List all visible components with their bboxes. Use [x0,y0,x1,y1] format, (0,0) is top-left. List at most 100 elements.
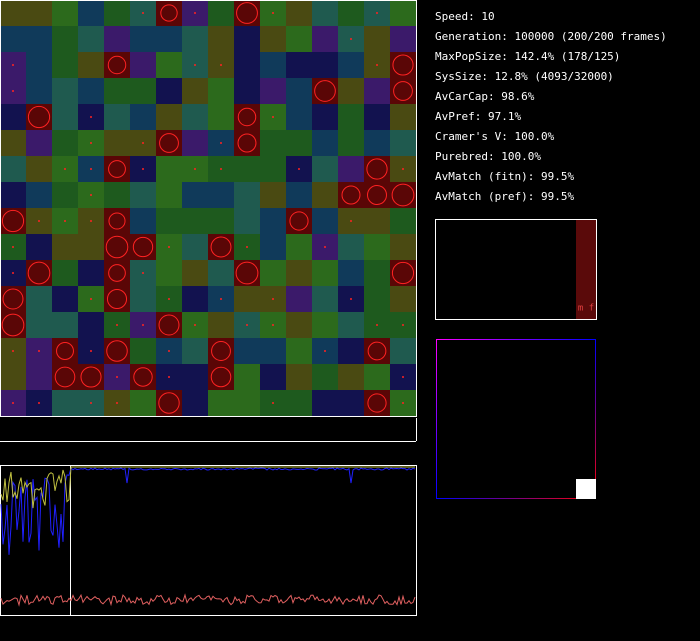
agent-dot [350,220,352,222]
cell [364,130,390,156]
agent-dot [12,246,14,248]
agent-dot [194,168,196,170]
cell [234,156,260,182]
cell [312,0,338,26]
agent [210,366,232,388]
cell [26,0,52,26]
cell [52,182,78,208]
cell [364,208,390,234]
cell [234,208,260,234]
agent [289,211,309,231]
cell [390,0,416,26]
agent [133,367,153,387]
cell [312,52,338,78]
agent-dot [90,220,92,222]
cell [312,364,338,390]
cell [156,156,182,182]
grid-border [0,0,417,417]
stat-line: MaxPopSize: 142.4% (178/125) [435,50,620,63]
stat-line: Speed: 10 [435,10,495,23]
agent-dot [350,298,352,300]
cell [156,0,182,26]
agent-dot [116,402,118,404]
cell [286,26,312,52]
agent-dot [142,12,144,14]
cell [52,234,78,260]
cell [234,260,260,286]
agent-dot [90,142,92,144]
cell [260,130,286,156]
agent-dot [402,324,404,326]
cell [130,208,156,234]
pref-cell [576,479,596,499]
cell [286,312,312,338]
agent-dot [90,298,92,300]
cell [208,364,234,390]
cell [390,130,416,156]
cell [104,182,130,208]
cell [208,234,234,260]
cell [338,390,364,416]
plot-lines [0,466,416,607]
agent [237,107,257,127]
cell [26,52,52,78]
cell [312,104,338,130]
cell [364,286,390,312]
cell [52,286,78,312]
cell [260,260,286,286]
agent-dot [272,12,274,14]
cell [52,364,78,390]
cell [312,182,338,208]
cell [286,234,312,260]
cell [52,0,78,26]
cell [156,182,182,208]
cell [52,260,78,286]
agent-dot [402,376,404,378]
agent [27,105,51,129]
cell [338,130,364,156]
agent-dot [90,194,92,196]
agent-dot [194,12,196,14]
agent-dot [376,324,378,326]
cell [338,234,364,260]
cell [338,0,364,26]
cell [234,364,260,390]
cell [52,130,78,156]
cell [260,234,286,260]
cell [208,390,234,416]
agent-dot [220,168,222,170]
cell [182,390,208,416]
cell [104,338,130,364]
cell [338,52,364,78]
agent [27,261,51,285]
agent-dot [324,350,326,352]
agent [314,80,336,102]
stat-line: AvPref: 97.1% [435,110,521,123]
cell [286,390,312,416]
cell [260,364,286,390]
agent [2,288,24,310]
cell [338,78,364,104]
agent-dot [272,298,274,300]
cell [208,208,234,234]
cell [156,130,182,156]
cell [364,104,390,130]
cell [130,286,156,312]
mate-panel [435,219,597,320]
cell [104,78,130,104]
cell [208,312,234,338]
cell [234,286,260,312]
cell [182,338,208,364]
agent [80,366,102,388]
cell [104,260,130,286]
agent-dot [272,116,274,118]
agent [391,261,415,285]
agent-dot [90,116,92,118]
agent-dot [246,324,248,326]
agent-dot [246,246,248,248]
cell [364,364,390,390]
cell [0,182,26,208]
agent [210,236,232,258]
agent-dot [350,38,352,40]
